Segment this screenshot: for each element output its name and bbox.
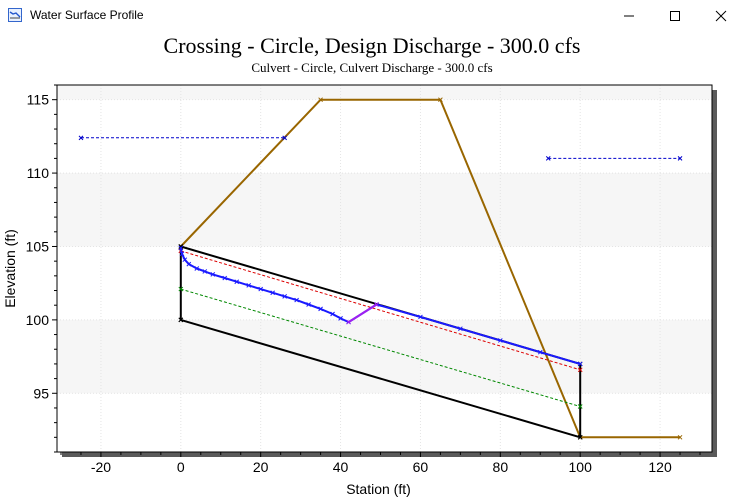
series-point-marker bbox=[210, 272, 216, 277]
series-point-marker bbox=[577, 434, 583, 440]
series-line-8 bbox=[180, 250, 581, 371]
close-button[interactable] bbox=[698, 0, 744, 31]
x-tick-label: -20 bbox=[91, 459, 111, 475]
series-point-marker bbox=[178, 244, 184, 249]
series-point-marker bbox=[418, 314, 423, 320]
series-point-marker bbox=[282, 294, 288, 299]
series-point-marker bbox=[234, 279, 240, 285]
maximize-button[interactable] bbox=[652, 0, 698, 31]
series-point-marker bbox=[577, 367, 583, 373]
series-line-7 bbox=[180, 288, 581, 407]
series-line-2 bbox=[180, 318, 581, 439]
series-point-marker bbox=[577, 404, 583, 409]
x-tick-label: 80 bbox=[493, 459, 509, 475]
series-point-marker bbox=[270, 290, 276, 296]
series-point-marker bbox=[346, 319, 351, 325]
series-point-marker bbox=[677, 156, 683, 161]
plot-frame bbox=[56, 84, 713, 453]
y-tick-label: 105 bbox=[26, 238, 50, 254]
series-point-marker bbox=[282, 135, 288, 141]
x-tick-label: 40 bbox=[333, 459, 349, 475]
series-point-marker bbox=[306, 302, 311, 307]
close-icon bbox=[715, 10, 727, 21]
series-point-marker bbox=[182, 257, 188, 263]
chart-subtitle: Culvert - Circle, Culvert Discharge - 30… bbox=[251, 60, 493, 75]
series-point-marker bbox=[577, 361, 583, 367]
series-point-marker bbox=[330, 311, 335, 317]
series-point-marker bbox=[318, 97, 323, 103]
series-point-marker bbox=[545, 156, 551, 161]
series-point-marker bbox=[222, 275, 228, 281]
y-tick-label: 95 bbox=[33, 385, 49, 401]
series-point-marker bbox=[677, 434, 683, 440]
series-point-marker bbox=[374, 302, 379, 307]
y-tick-label: 100 bbox=[26, 312, 50, 328]
window-title: Water Surface Profile bbox=[30, 8, 144, 22]
minimize-button[interactable] bbox=[606, 0, 652, 31]
series-point-marker bbox=[178, 317, 184, 323]
series-point-marker bbox=[258, 286, 264, 292]
grid-band bbox=[57, 85, 712, 100]
series-point-marker bbox=[178, 245, 184, 251]
x-tick-label: 100 bbox=[569, 459, 593, 475]
series-point-marker bbox=[338, 316, 343, 321]
x-tick-label: 0 bbox=[177, 459, 185, 475]
plot-area bbox=[57, 85, 712, 452]
series-point-marker bbox=[178, 286, 184, 292]
series-point-marker bbox=[458, 326, 463, 332]
maximize-icon bbox=[670, 10, 680, 21]
series-point-marker bbox=[194, 266, 200, 271]
series-point-marker bbox=[78, 135, 84, 141]
x-tick-label: 20 bbox=[253, 459, 269, 475]
x-tick-label: 60 bbox=[413, 459, 429, 475]
grid-band bbox=[57, 319, 712, 394]
y-axis-label: Elevation (ft) bbox=[2, 229, 18, 308]
series-line-10 bbox=[348, 303, 378, 323]
minimize-icon bbox=[624, 15, 634, 16]
y-tick-label: 110 bbox=[27, 165, 50, 181]
series-point-marker bbox=[294, 297, 299, 303]
y-tick-label: 115 bbox=[27, 92, 50, 108]
app-icon bbox=[8, 8, 22, 22]
x-tick-label: 120 bbox=[648, 459, 672, 475]
series-point-marker bbox=[497, 338, 503, 343]
series-point-marker bbox=[246, 283, 252, 288]
series-point-marker bbox=[438, 97, 443, 103]
grid-band bbox=[57, 173, 712, 247]
series-point-marker bbox=[179, 251, 185, 257]
x-axis-label: Station (ft) bbox=[346, 481, 411, 497]
series-point-marker bbox=[186, 261, 192, 267]
series-point-marker bbox=[318, 306, 323, 312]
chart-title: Crossing - Circle, Design Discharge - 30… bbox=[163, 33, 581, 58]
series-point-marker bbox=[202, 269, 208, 274]
series-point-marker bbox=[537, 349, 543, 355]
